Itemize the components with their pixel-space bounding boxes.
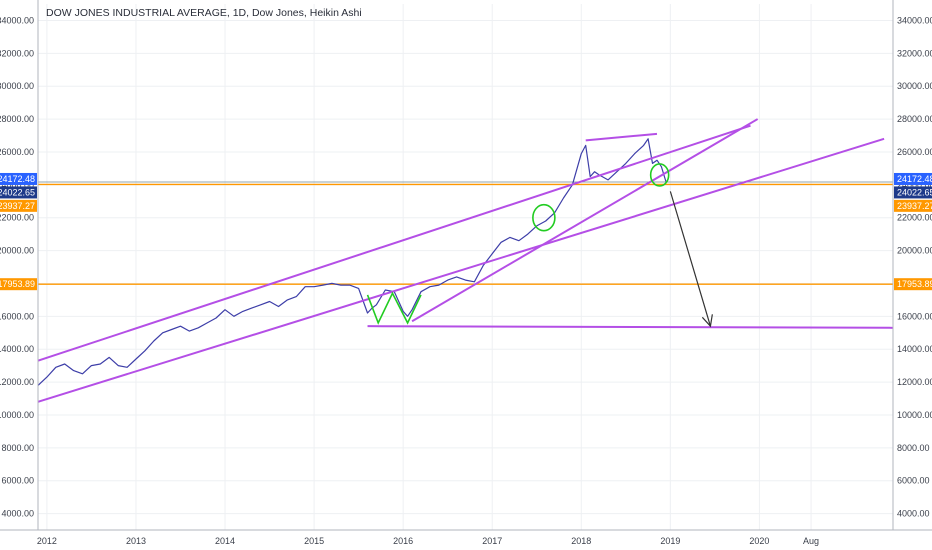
y-tick-label-right: 20000.00	[897, 246, 932, 256]
double-bottom-highlight	[366, 291, 422, 325]
y-tick-label-left: 4000.00	[1, 509, 34, 519]
y-tick-label-left: 30000.00	[0, 81, 34, 91]
y-tick-label-left: 16000.00	[0, 311, 34, 321]
y-tick-label-left: 28000.00	[0, 114, 34, 124]
x-tick-label: 2017	[482, 536, 502, 546]
y-tick-label-right: 16000.00	[897, 311, 932, 321]
price-tag-bg	[0, 199, 37, 212]
y-tick-label-left: 14000.00	[0, 344, 34, 354]
price-tag-bg	[894, 186, 932, 199]
annotations	[366, 163, 713, 328]
price-tag-label: 24022.65	[0, 187, 35, 197]
x-tick-label: 2020	[749, 536, 769, 546]
x-tick-label: 2013	[126, 536, 146, 546]
breakout-highlight-circle	[532, 203, 556, 232]
price-tag-label: 17953.89	[0, 279, 35, 289]
x-tick-label: 2012	[37, 536, 57, 546]
trendline-upper-channel	[37, 124, 751, 362]
trendline-top-line	[585, 132, 658, 142]
price-tag-label: 23937.27	[897, 201, 932, 211]
y-tick-label-right: 22000.00	[897, 213, 932, 223]
x-tick-label: 2018	[571, 536, 591, 546]
price-tag-right: 24022.65	[894, 186, 932, 199]
price-tag-right: 24172.48	[894, 172, 932, 185]
trendlines	[37, 118, 894, 403]
price-tag-label: 23937.27	[0, 201, 35, 211]
horizontal-levels	[38, 181, 893, 285]
price-series	[37, 138, 667, 386]
y-tick-label-right: 10000.00	[897, 410, 932, 420]
price-tag-bg	[894, 172, 932, 185]
price-tag-right: 23937.27	[894, 199, 932, 212]
target-arrow-shaft	[669, 191, 711, 327]
price-tag-left: 24022.65	[0, 186, 37, 199]
y-tick-label-left: 8000.00	[1, 443, 34, 453]
y-tick-label-left: 10000.00	[0, 410, 34, 420]
trendline-rising-support	[411, 118, 759, 323]
price-line	[37, 138, 667, 386]
y-tick-label-left: 20000.00	[0, 246, 34, 256]
y-tick-label-left: 22000.00	[0, 213, 34, 223]
price-tag-label: 17953.89	[897, 279, 932, 289]
x-tick-label: 2015	[304, 536, 324, 546]
x-tick-label: Aug	[803, 536, 819, 546]
price-tag-right: 17953.89	[894, 278, 932, 291]
y-tick-label-right: 6000.00	[897, 476, 930, 486]
price-tag-left: 23937.27	[0, 199, 37, 212]
y-tick-label-right: 26000.00	[897, 147, 932, 157]
price-tag-bg	[894, 199, 932, 212]
price-tag-left: 24172.48	[0, 172, 37, 185]
trendline-support-base	[367, 325, 894, 329]
y-tick-label-right: 28000.00	[897, 114, 932, 124]
y-tick-label-right: 8000.00	[897, 443, 930, 453]
price-tag-bg	[0, 186, 37, 199]
x-tick-label: 2019	[660, 536, 680, 546]
price-tag-bg	[894, 278, 932, 291]
y-tick-label-left: 32000.00	[0, 48, 34, 58]
y-tick-label-right: 14000.00	[897, 344, 932, 354]
grid-layer	[38, 4, 893, 530]
price-tags: 24172.48 24172.48 24022.65 24022.65 23937.27…	[0, 172, 932, 291]
retest-highlight-circle	[649, 163, 670, 187]
price-tag-label: 24172.48	[897, 174, 932, 184]
price-tag-bg	[0, 172, 37, 185]
price-tag-label: 24172.48	[0, 174, 35, 184]
y-tick-label-right: 30000.00	[897, 81, 932, 91]
x-tick-label: 2014	[215, 536, 235, 546]
x-tick-label: 2016	[393, 536, 413, 546]
trendline-lower-channel	[37, 137, 885, 403]
price-tag-bg	[0, 278, 37, 291]
price-tag-label: 24022.65	[897, 187, 932, 197]
chart-title: DOW JONES INDUSTRIAL AVERAGE, 1D, Dow Jo…	[46, 7, 362, 19]
y-tick-label-right: 4000.00	[897, 509, 930, 519]
y-tick-label-left: 12000.00	[0, 377, 34, 387]
target-arrow-head	[701, 314, 713, 328]
y-tick-label-left: 34000.00	[0, 15, 34, 25]
y-tick-label-left: 26000.00	[0, 147, 34, 157]
price-tag-left: 17953.89	[0, 278, 37, 291]
y-tick-label-right: 34000.00	[897, 15, 932, 25]
y-tick-label-right: 12000.00	[897, 377, 932, 387]
y-tick-label-right: 32000.00	[897, 48, 932, 58]
y-tick-label-left: 6000.00	[1, 476, 34, 486]
